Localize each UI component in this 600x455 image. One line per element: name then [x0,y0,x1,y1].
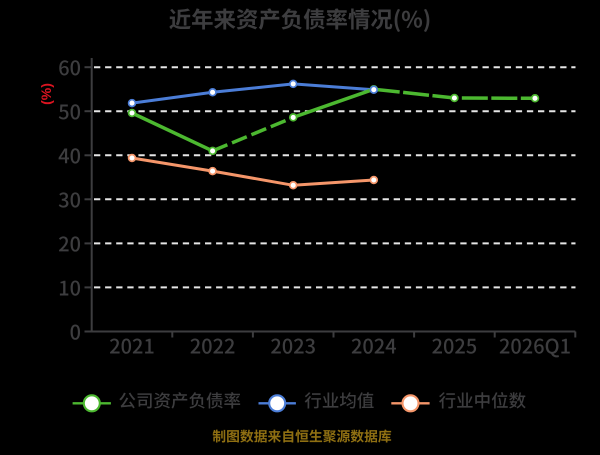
svg-text:(%): (%) [38,83,54,105]
